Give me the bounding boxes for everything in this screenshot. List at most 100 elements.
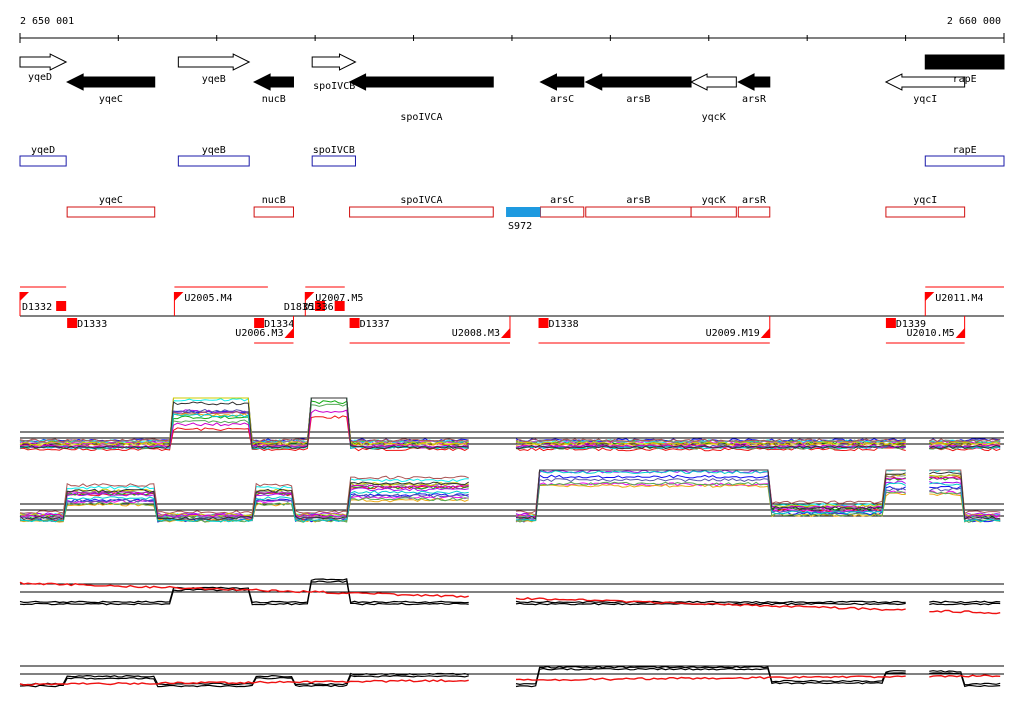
gene-label-rape: rapE — [953, 74, 977, 85]
forward-multi-profile-series-0 — [19, 415, 1001, 452]
forward-multi-profile-series-3 — [19, 397, 1001, 445]
srna-track: S972 — [506, 207, 541, 232]
lower-segment-label-d1337: D1337 — [360, 319, 390, 330]
forward-box-yqed[interactable] — [19, 155, 67, 167]
upper-segment-block-d1835[interactable] — [314, 301, 325, 311]
reverse-box-yqec[interactable] — [66, 206, 156, 218]
reverse-box-label-yqck: yqcK — [702, 195, 726, 206]
lower-segment-label-u2009-m19: U2009.M19 — [706, 328, 760, 339]
gene-arrow-yqec[interactable] — [66, 73, 156, 91]
gene-label-yqeb: yqeB — [202, 74, 226, 85]
lower-segment-label-u2010-m5: U2010.M5 — [906, 328, 954, 339]
lower-segment-block-d1337[interactable] — [349, 318, 360, 328]
gene-label-yqci: yqcI — [913, 94, 937, 105]
lower-segment-label-u2006-m3: U2006.M3 — [235, 328, 283, 339]
reverse-box-yqci[interactable] — [885, 206, 966, 218]
upper-segment-label-u2007-m5: U2007.M5 — [315, 293, 363, 304]
lower-segment-label-d1339: D1339 — [896, 319, 926, 330]
lower-segment-block-d1334[interactable] — [254, 318, 265, 328]
gene-arrow-nucb[interactable] — [252, 73, 294, 91]
forward-summary-profile-line-2 — [19, 578, 1001, 604]
gene-arrow-arsr[interactable] — [737, 73, 771, 91]
forward-box-yqeb[interactable] — [177, 155, 250, 167]
reverse-box-arsr[interactable] — [737, 206, 771, 218]
lower-segment-flag-u2006-m3[interactable] — [284, 328, 294, 338]
upper-segment-flag-u2011-m4[interactable] — [925, 292, 935, 301]
reverse-box-arsb[interactable] — [585, 206, 692, 218]
gene-arrow-spoivcb[interactable] — [311, 53, 357, 71]
forward-summary-profile-line-0 — [19, 580, 1001, 606]
upper-segment-flag-u2007-m5[interactable] — [305, 292, 315, 301]
gene-arrow-yqeb[interactable] — [177, 53, 251, 71]
upper-segment-label-d1336: D1336 — [304, 302, 334, 313]
gene-label-yqed: yqeD — [28, 72, 52, 83]
gene-arrow-yqed[interactable] — [19, 53, 68, 71]
forward-box-spoivcb[interactable] — [311, 155, 356, 167]
reverse-box-label-arsc: arsC — [550, 195, 574, 206]
gene-arrow-spoivca[interactable] — [348, 73, 494, 91]
gene-label-arsr: arsR — [742, 94, 767, 105]
ruler-ticks — [19, 33, 1005, 43]
reverse-summary-profile-line-1 — [19, 674, 1001, 686]
reverse-box-label-arsb: arsB — [626, 195, 650, 206]
gene-label-yqec: yqeC — [99, 94, 123, 105]
forward-multi-profile-series-5 — [19, 397, 1001, 448]
forward-multi-profile-series-1 — [19, 400, 1001, 445]
upper-segment-block-d1336[interactable] — [334, 301, 345, 311]
forward-box-label-spoivcb: spoIVCB — [313, 145, 355, 156]
ruler-end-label: 2 660 000 — [947, 16, 1001, 27]
forward-box-label-yqed: yqeD — [31, 145, 55, 156]
forward-box-rape[interactable] — [924, 155, 1005, 167]
forward-multi-profile-series-7 — [19, 397, 1001, 444]
reverse-box-yqck[interactable] — [690, 206, 737, 218]
gene-arrow-yqck[interactable] — [689, 73, 737, 91]
srna-label-s972: S972 — [508, 221, 532, 232]
forward-summary-profile-line-1 — [19, 581, 1001, 615]
gene-arrow-rape[interactable] — [924, 54, 1005, 70]
upper-segment-flag-u2005-m4[interactable] — [174, 292, 184, 301]
lower-segment-block-d1338[interactable] — [538, 318, 549, 328]
forward-multi-profile — [19, 397, 1004, 452]
forward-multi-profile-series-11 — [19, 397, 1001, 446]
ruler-start-label: 2 650 001 — [20, 16, 74, 27]
reverse-multi-profile-series-14 — [19, 469, 1001, 520]
reverse-box-label-nucb: nucB — [262, 195, 286, 206]
reverse-box-label-arsr: arsR — [742, 195, 767, 206]
lower-segment-flag-u2010-m5[interactable] — [955, 328, 965, 338]
reverse-box-label-yqci: yqcI — [913, 195, 937, 206]
lower-segment-block-d1333[interactable] — [67, 318, 78, 328]
gene-arrow-arsc[interactable] — [539, 73, 585, 91]
reverse-box-nucb[interactable] — [253, 206, 294, 218]
lower-segment-label-d1334: D1334 — [264, 319, 294, 330]
gene-label-yqck: yqcK — [702, 112, 726, 123]
gene-label-spoivca: spoIVCA — [400, 112, 442, 123]
srna-s972[interactable] — [506, 207, 541, 217]
reverse-box-spoivca[interactable] — [349, 206, 494, 218]
upper-segment-block-d1332[interactable] — [56, 301, 67, 311]
lower-segment-block-d1339[interactable] — [885, 318, 896, 328]
gene-label-arsc: arsC — [550, 94, 574, 105]
upper-segment-label-u2011-m4: U2011.M4 — [935, 293, 983, 304]
reverse-box-label-yqec: yqeC — [99, 195, 123, 206]
gene-arrow-yqci[interactable] — [884, 73, 966, 91]
coordinate-ruler: 2 650 001 2 660 000 — [19, 16, 1005, 43]
forward-box-label-yqeb: yqeB — [202, 145, 226, 156]
lower-segment-flag-u2008-m3[interactable] — [500, 328, 510, 338]
upper-segment-flag-d1332[interactable] — [20, 292, 29, 301]
reverse-box-arsc[interactable] — [539, 206, 585, 218]
lower-segment-label-d1338: D1338 — [549, 319, 579, 330]
forward-box-label-rape: rapE — [953, 145, 977, 156]
reverse-multi-profile-series-9 — [19, 469, 1001, 515]
reverse-multi-profile — [19, 469, 1004, 523]
upper-segment-label-u2005-m4: U2005.M4 — [184, 293, 232, 304]
reverse-feature-box-track: yqeC nucB spoIVCA arsC arsB yqcK arsR yqcI — [66, 195, 966, 218]
gene-arrow-track: yqeD yqeC yqeB nucB spoIVCB spoIVCA arsC arsB yq… — [19, 53, 1005, 123]
lower-segment-label-d1333: D1333 — [77, 319, 107, 330]
lower-segment-flag-u2009-m19[interactable] — [760, 328, 770, 338]
upper-segment-label-d1332: D1332 — [22, 302, 52, 313]
gene-arrow-arsb[interactable] — [584, 73, 692, 91]
forward-multi-profile-series-2 — [19, 397, 1001, 443]
lower-segment-label-u2008-m3: U2008.M3 — [452, 328, 500, 339]
